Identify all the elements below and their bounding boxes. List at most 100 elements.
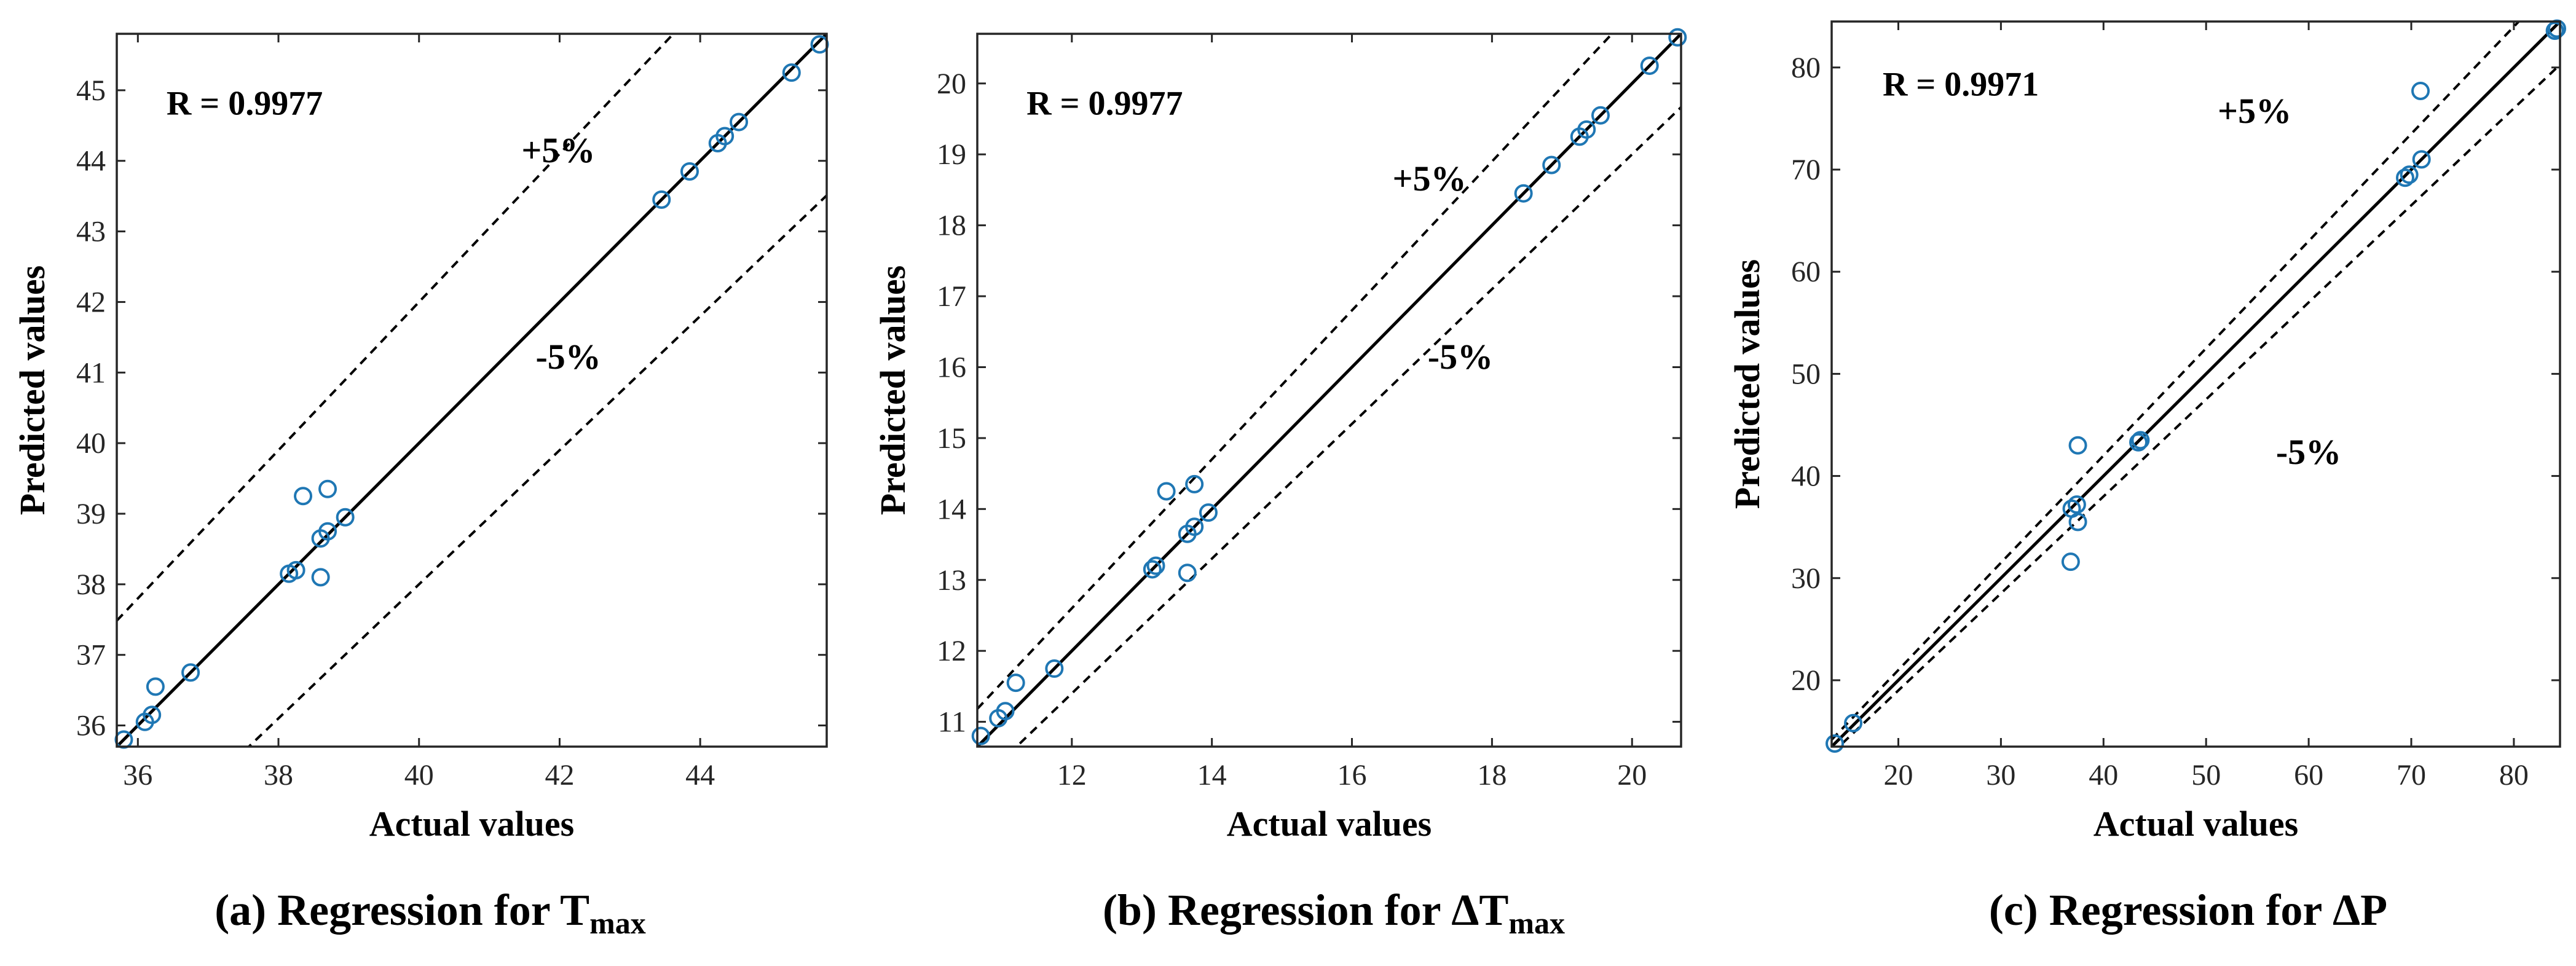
data-point	[1006, 673, 1025, 693]
caption-a-symbol: T	[560, 886, 590, 935]
x-tick-label: 30	[1986, 759, 2015, 791]
y-tick-label: 60	[1791, 256, 1821, 288]
caption-a-prefix: (a) Regression for	[215, 886, 561, 935]
data-point	[311, 568, 330, 587]
y-tick-label: 42	[76, 286, 106, 318]
x-axis-label: Actual values	[1227, 804, 1432, 844]
chart-panel-a: 36 38 40 42 44 36 37 38 39 40 41 42 43 44 45 R = 0.9977…	[12, 33, 829, 844]
data-point	[996, 702, 1015, 721]
data-point	[2129, 433, 2148, 452]
data-point	[1514, 184, 1533, 203]
data-point	[2061, 552, 2080, 571]
y-tick-label: 36	[76, 710, 106, 742]
x-tick-label: 40	[404, 759, 434, 791]
caption-c-symbol: ΔP	[2333, 886, 2388, 935]
minus-band-label: -5%	[1428, 337, 1493, 377]
data-point	[2545, 21, 2564, 40]
y-tick-label: 39	[76, 498, 106, 530]
y-tick-label: 44	[76, 145, 106, 178]
y-tick-label: 20	[937, 68, 966, 100]
x-tick-label: 14	[1197, 759, 1227, 791]
data-point	[1146, 556, 1165, 575]
reference-lines-b	[977, 34, 1681, 747]
y-axis-label: Predicted values	[1727, 259, 1767, 509]
y-tick-label: 45	[76, 74, 106, 107]
data-point	[318, 479, 337, 498]
data-point	[1640, 56, 1659, 75]
y-axis-label: Predicted values	[12, 265, 52, 515]
data-point	[2411, 82, 2430, 101]
caption-a: (a) Regression for Tmax	[215, 885, 646, 941]
y-tick-label: 41	[76, 356, 106, 389]
x-tick-label: 20	[1617, 759, 1647, 791]
data-point	[680, 162, 699, 181]
axes-frame-c	[1830, 20, 2561, 748]
data-point	[1591, 106, 1610, 125]
x-tick-label: 70	[2397, 759, 2426, 791]
reference-lines-a	[117, 34, 827, 747]
x-tick-label: 38	[264, 759, 293, 791]
y-tick-label: 40	[76, 427, 106, 460]
r-value-annotation: R = 0.9971	[1883, 65, 2039, 103]
caption-c-prefix: (c) Regression for	[1988, 886, 2333, 935]
lower-band-line-a	[246, 194, 827, 747]
chart-panel-c: 20 30 40 50 60 70 80 20 30 40 50 60 70 80 R = 0.9971 +5…	[1727, 19, 2566, 844]
y-tick-label: 13	[937, 564, 966, 597]
y-tick-label: 30	[1791, 562, 1821, 595]
data-point	[2067, 495, 2086, 514]
axes-frame-b	[976, 33, 1682, 748]
y-tick-label: 19	[937, 138, 966, 171]
data-point	[2131, 431, 2150, 450]
y-tick-label: 43	[76, 216, 106, 248]
x-tick-label: 36	[123, 759, 152, 791]
fit-line-b	[977, 34, 1681, 747]
caption-b-sub: max	[1508, 906, 1566, 940]
upper-band-line-c	[1832, 22, 2521, 741]
y-tick-label: 70	[1791, 154, 1821, 186]
x-tick-label: 44	[685, 759, 715, 791]
r-value-annotation: R = 0.9977	[1026, 84, 1183, 122]
r-value-annotation: R = 0.9977	[167, 84, 323, 122]
x-axis-label: Actual values	[369, 804, 575, 844]
caption-b: (b) Regression for ΔTmax	[1103, 885, 1565, 941]
y-tick-label: 15	[937, 422, 966, 455]
x-tick-label: 18	[1477, 759, 1507, 791]
data-point	[730, 112, 749, 132]
caption-b-prefix: (b) Regression for	[1102, 886, 1452, 935]
lower-band-line-c	[1837, 63, 2560, 747]
caption-b-symbol: ΔT	[1451, 886, 1509, 935]
data-point	[2068, 436, 2087, 455]
y-tick-label: 50	[1791, 358, 1821, 390]
data-point	[715, 127, 735, 146]
data-point	[1143, 560, 1162, 579]
x-tick-label: 16	[1337, 759, 1367, 791]
fit-line-c	[1832, 22, 2560, 747]
data-point	[2412, 150, 2431, 169]
data-point	[1844, 713, 1863, 732]
x-tick-label: 50	[2191, 759, 2221, 791]
data-point	[1157, 482, 1176, 501]
data-point	[1826, 734, 1845, 753]
data-point	[1045, 659, 1064, 678]
x-tick-label: 20	[1883, 759, 1913, 791]
upper-band-line-b	[977, 34, 1614, 710]
y-tick-label: 14	[937, 493, 966, 525]
data-point	[1542, 155, 1561, 175]
x-tick-label: 42	[545, 759, 574, 791]
x-axis-label: Actual values	[2093, 804, 2299, 844]
axes-frame-a	[116, 33, 828, 748]
reference-lines-c	[1832, 22, 2560, 747]
lower-band-line-b	[1014, 105, 1681, 747]
data-point	[318, 522, 337, 541]
y-tick-label: 18	[937, 210, 966, 242]
caption-a-sub: max	[589, 906, 646, 940]
data-point	[1178, 564, 1197, 583]
x-tick-label: 80	[2499, 759, 2529, 791]
data-point	[1668, 28, 1687, 47]
data-point	[286, 560, 305, 579]
data-point	[971, 726, 990, 745]
data-point	[1185, 517, 1204, 536]
data-point	[2068, 512, 2087, 532]
data-point	[181, 663, 200, 682]
y-tick-label: 16	[937, 351, 966, 383]
